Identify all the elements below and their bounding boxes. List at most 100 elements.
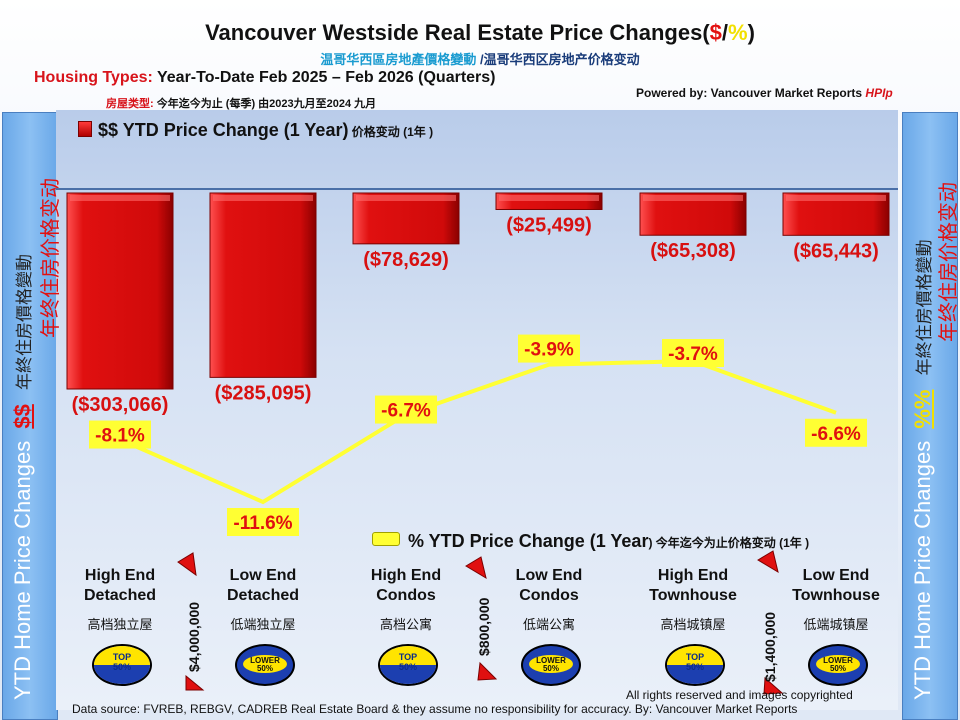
percent-label-bg <box>518 334 580 363</box>
bar-value-label: ($25,499) <box>506 214 592 236</box>
category-line2: Detached <box>83 587 157 604</box>
category-line2: Townhouse <box>792 587 880 604</box>
category-label-cn: 高档城镇屋 <box>660 617 726 632</box>
category-line1: High End <box>84 567 156 584</box>
category-line1: High End <box>370 567 442 584</box>
left-sidebar <box>2 112 58 720</box>
bar-value-label: ($65,443) <box>793 240 879 262</box>
data-source-footer: Data source: FVREB, REBGV, CADREB Real E… <box>72 702 798 716</box>
badge-tier: LOWER <box>250 656 280 665</box>
percent-label: -3.7% <box>662 339 724 367</box>
housing-label: Housing Types: <box>34 69 153 86</box>
bar-2 <box>352 192 460 245</box>
percent-label-bg <box>227 508 299 536</box>
arrow-down-icon <box>477 661 498 681</box>
badge-pct: 50% <box>112 662 131 672</box>
percent-label: -8.1% <box>89 420 151 449</box>
category-label: High End Townhouse <box>628 566 758 606</box>
housing-types-cn: 房屋类型: 今年迄今为止 (每季) 由2023九月至2024 九月 <box>106 95 376 111</box>
right-sidebar <box>902 112 958 720</box>
percent-label-bg <box>375 395 437 424</box>
badge-tier: TOP <box>685 652 705 662</box>
legend-bar-swatch <box>78 121 92 137</box>
category-label: Low End Townhouse <box>771 566 901 606</box>
bar-highlight <box>499 195 599 201</box>
category-label-cn: 高档独立屋 <box>87 617 153 632</box>
housing-cn-label: 房屋类型: <box>106 98 154 110</box>
powered-by: Powered by: Vancouver Market Reports HPI… <box>636 86 893 100</box>
housing-value: Year-To-Date Feb 2025 – Feb 2026 (Quarte… <box>152 69 496 86</box>
arrow-up-icon <box>465 556 487 580</box>
category-label: High End Detached <box>55 566 185 606</box>
legend-bar-label-cn: 价格变动 (1年 ) <box>348 125 434 139</box>
arrow-up-icon <box>757 550 779 574</box>
badge-tier: LOWER <box>536 656 566 665</box>
badge-pct: 50% <box>398 662 417 672</box>
badge-tier: TOP <box>112 652 132 662</box>
top-50-badge-icon: TOP 50% <box>92 644 152 686</box>
bar-value-label: ($285,095) <box>215 382 312 404</box>
badge-pct: 50% <box>685 662 704 672</box>
subtitle-simplified: /温哥华西区房地产价格变动 <box>476 52 640 67</box>
lower-50-badge-icon: LOWER 50% <box>235 644 295 686</box>
category-line1: Low End <box>802 567 870 584</box>
threshold-townhouse: $1,400,000 <box>762 611 778 682</box>
percent-value-label: -8.1% <box>95 426 145 447</box>
badge-tier: LOWER <box>823 656 853 665</box>
rights-notice: All rights reserved and images copyright… <box>626 688 853 702</box>
badge-pct: 50% <box>542 664 559 673</box>
arrow-up-icon <box>177 552 197 577</box>
legend-line-swatch <box>372 532 400 546</box>
bar-highlight <box>786 195 886 201</box>
category-label-cn: 低端独立屋 <box>230 617 296 632</box>
category-line1: High End <box>657 567 729 584</box>
category-line2: Condos <box>376 587 436 604</box>
category-line1: Low End <box>515 567 583 584</box>
subtitle-traditional: 温哥华西區房地產價格變動 <box>320 52 477 67</box>
bar-highlight <box>356 195 456 201</box>
threshold-detached: $4,000,000 <box>186 601 202 672</box>
legend-line-label-cn: ) 今年迄今为止价格变动 (1年 ) <box>648 536 810 550</box>
badge-pct: 50% <box>829 664 846 673</box>
category-label: High End Condos <box>341 566 471 606</box>
legend-line: % YTD Price Change (1 Year) 今年迄今为止价格变动 (… <box>372 531 809 552</box>
percent-label-bg <box>805 418 867 447</box>
title-percent: % <box>728 20 748 45</box>
bar-value-label: ($303,066) <box>72 394 169 416</box>
arrow-down-icon <box>185 674 205 691</box>
percent-label: -6.6% <box>805 418 867 447</box>
powered-label: Powered by: Vancouver Market Reports <box>636 86 866 100</box>
category-label-cn: 高档公寓 <box>379 617 432 632</box>
powered-hpi: HPIp <box>865 86 893 100</box>
badge-tier: TOP <box>398 652 418 662</box>
percent-label: -3.9% <box>518 334 580 363</box>
legend-bars: $$ YTD Price Change (1 Year) 价格变动 (1年 ) <box>78 120 433 141</box>
category-line2: Detached <box>226 587 300 604</box>
category-label-cn: 低端公寓 <box>522 617 575 632</box>
percent-value-label: -3.7% <box>668 344 718 365</box>
bar-value-label: ($78,629) <box>363 249 449 271</box>
bar-highlight <box>213 195 313 201</box>
category-label: Low End Detached <box>198 566 328 606</box>
title-close: ) <box>747 20 755 45</box>
percent-label-bg <box>662 339 724 367</box>
page-title: Vancouver Westside Real Estate Price Cha… <box>0 20 960 46</box>
bar-highlight <box>643 195 743 201</box>
arrow-down-icon <box>763 676 784 695</box>
title-dollar: $ <box>709 20 722 45</box>
top-50-badge-icon: TOP 50% <box>378 644 438 686</box>
lower-50-badge-icon: LOWER 50% <box>521 644 581 686</box>
category-line2: Townhouse <box>649 587 737 604</box>
percent-label: -11.6% <box>227 508 299 536</box>
lower-50-badge-icon: LOWER 50% <box>808 644 868 686</box>
category-line1: Low End <box>229 567 297 584</box>
housing-cn-value: 今年迄今为止 (每季) 由2023九月至2024 九月 <box>153 98 377 110</box>
bar-1 <box>209 192 317 378</box>
percent-value-label: -6.7% <box>381 401 431 422</box>
percent-value-label: -3.9% <box>524 340 574 361</box>
category-line2: Condos <box>519 587 579 604</box>
percent-label: -6.7% <box>375 395 437 424</box>
percent-value-label: -11.6% <box>233 513 292 534</box>
